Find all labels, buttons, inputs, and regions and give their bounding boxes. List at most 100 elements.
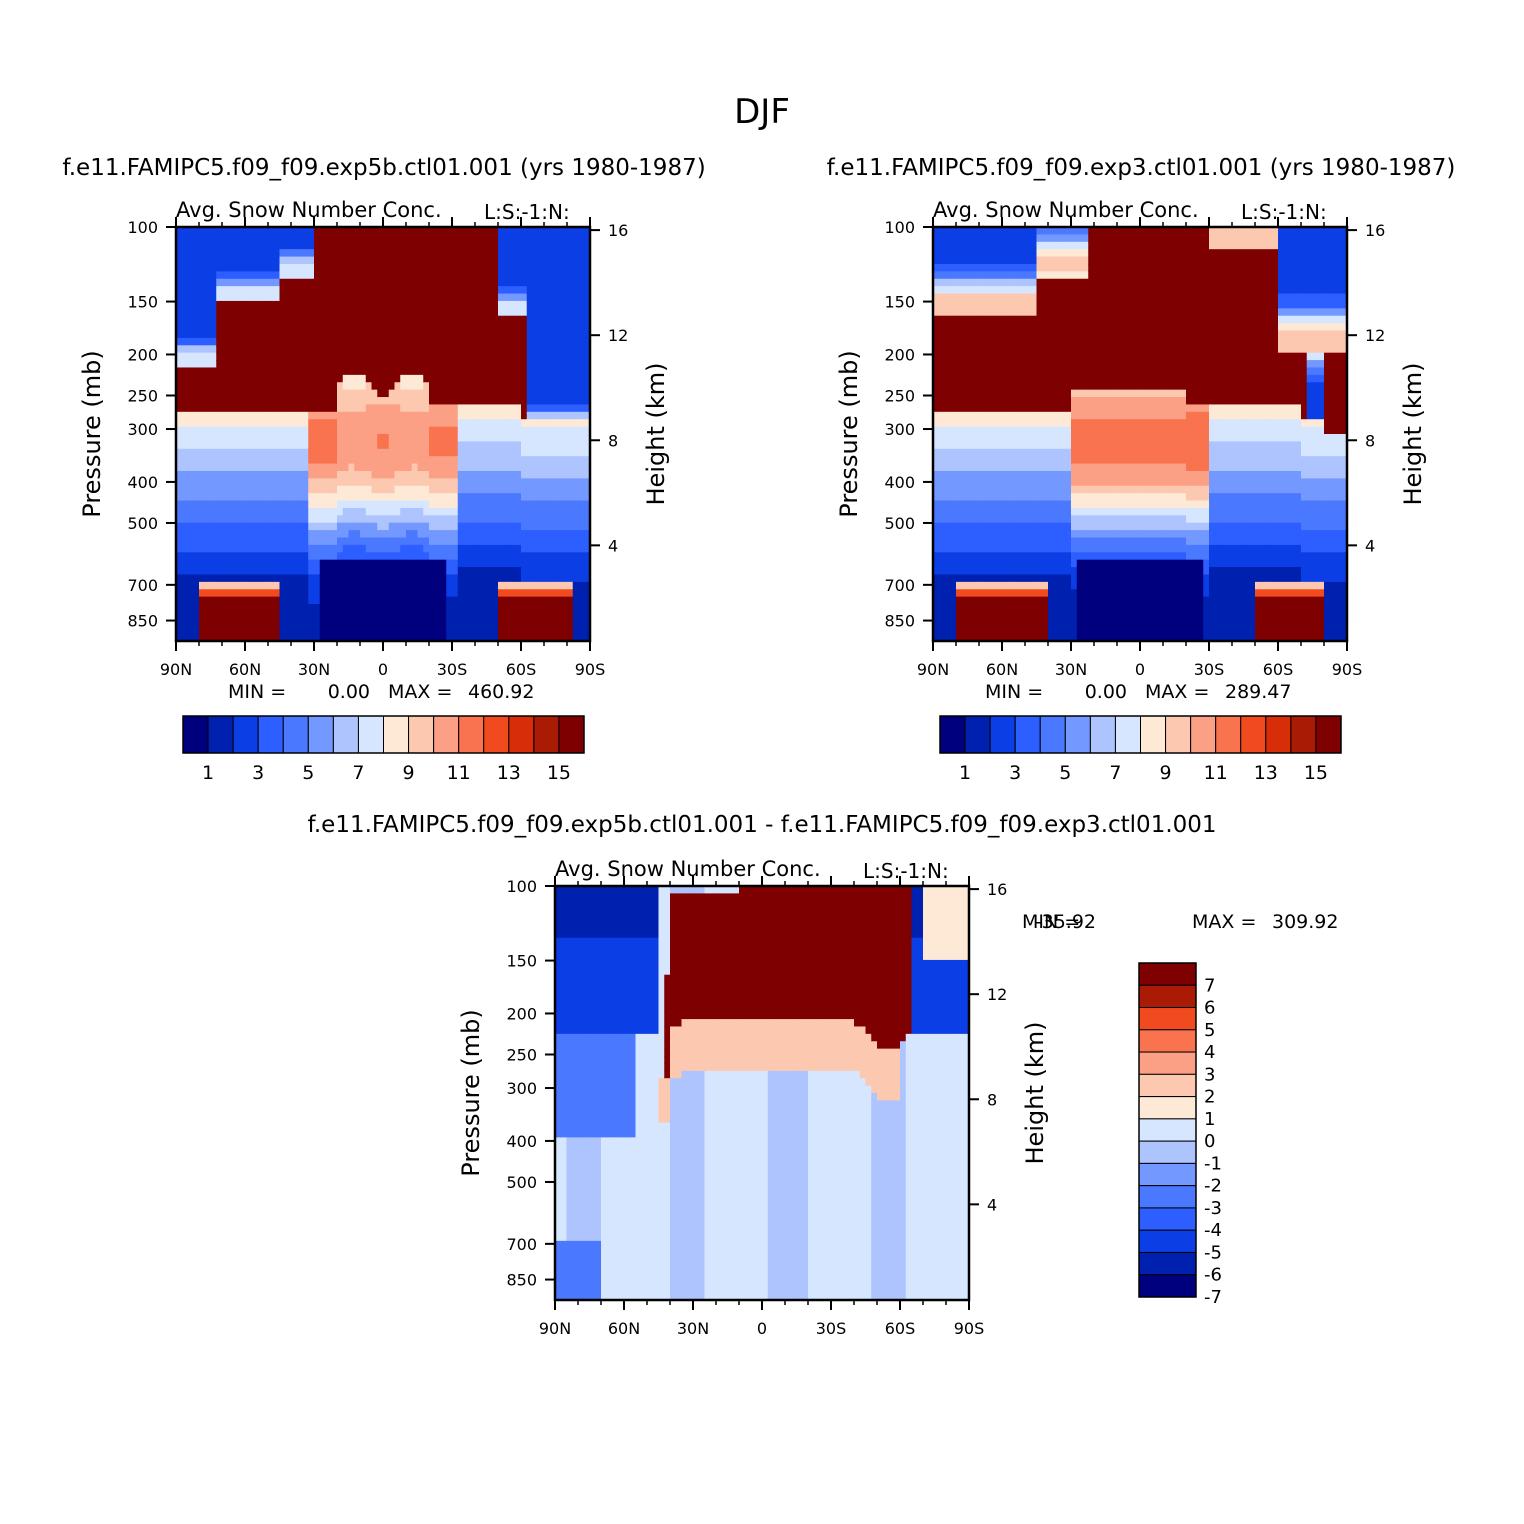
field-cell bbox=[457, 515, 465, 524]
field-cell bbox=[354, 463, 361, 472]
field-cell bbox=[250, 345, 258, 354]
field-cell bbox=[463, 618, 470, 627]
field-cell bbox=[365, 530, 373, 539]
field-cell bbox=[233, 367, 240, 376]
field-cell bbox=[319, 323, 327, 332]
field-cell bbox=[1013, 478, 1020, 487]
field-cell bbox=[273, 263, 281, 272]
field-cell bbox=[544, 263, 551, 272]
field-cell bbox=[193, 522, 200, 531]
field-cell bbox=[348, 470, 355, 479]
field-cell bbox=[979, 397, 986, 406]
field-cell bbox=[360, 404, 367, 413]
field-cell bbox=[187, 463, 194, 472]
field-cell bbox=[296, 263, 304, 272]
field-cell bbox=[204, 537, 212, 546]
field-cell bbox=[204, 559, 212, 568]
field-cell bbox=[973, 337, 980, 346]
field-cell bbox=[480, 589, 488, 598]
field-cell bbox=[961, 507, 969, 516]
field-cell bbox=[273, 411, 281, 420]
field-cell bbox=[933, 522, 940, 531]
field-cell bbox=[406, 330, 413, 339]
field-cell bbox=[567, 470, 574, 479]
field-cell bbox=[394, 604, 401, 613]
field-cell bbox=[538, 581, 545, 590]
field-cell bbox=[979, 596, 986, 605]
field-cell bbox=[933, 500, 940, 509]
field-cell bbox=[452, 507, 459, 516]
field-cell bbox=[452, 263, 459, 272]
field-cell bbox=[452, 574, 459, 583]
field-cell bbox=[245, 567, 252, 576]
field-cell bbox=[509, 522, 516, 531]
field-cell bbox=[245, 286, 252, 295]
field-cell bbox=[187, 397, 194, 406]
field-cell bbox=[480, 352, 488, 361]
field-cell bbox=[296, 352, 304, 361]
field-cell bbox=[429, 633, 436, 642]
field-cell bbox=[457, 308, 465, 317]
field-cell bbox=[193, 485, 200, 494]
field-cell bbox=[469, 522, 476, 531]
field-cell bbox=[388, 515, 396, 524]
field-cell bbox=[279, 611, 286, 620]
field-cell bbox=[526, 618, 534, 627]
field-cell bbox=[509, 389, 516, 398]
field-cell bbox=[250, 485, 258, 494]
field-cell bbox=[279, 581, 286, 590]
field-cell bbox=[549, 256, 557, 265]
field-cell bbox=[549, 611, 557, 620]
field-cell bbox=[509, 434, 516, 442]
field-cell bbox=[262, 596, 269, 605]
field-cell bbox=[394, 552, 401, 561]
field-cell bbox=[429, 300, 436, 309]
field-cell bbox=[950, 493, 957, 502]
field-cell bbox=[555, 330, 562, 339]
field-cell bbox=[337, 478, 344, 487]
field-cell bbox=[572, 470, 580, 479]
field-cell bbox=[394, 360, 401, 369]
field-cell bbox=[227, 397, 235, 406]
field-cell bbox=[296, 330, 304, 339]
field-cell bbox=[210, 352, 217, 361]
field-cell bbox=[268, 286, 275, 295]
field-cell bbox=[360, 315, 367, 324]
field-cell bbox=[227, 485, 235, 494]
field-cell bbox=[400, 234, 407, 243]
field-cell bbox=[469, 434, 476, 442]
field-cell bbox=[967, 589, 974, 598]
field-cell bbox=[325, 574, 332, 583]
field-cell bbox=[337, 256, 344, 265]
field-cell bbox=[961, 382, 969, 391]
field-cell bbox=[308, 596, 315, 605]
field-cell bbox=[227, 567, 235, 576]
field-cell bbox=[984, 633, 992, 642]
field-cell bbox=[429, 507, 436, 516]
field-cell bbox=[567, 618, 574, 627]
field-cell bbox=[584, 360, 591, 369]
field-cell bbox=[567, 241, 574, 250]
field-cell bbox=[360, 300, 367, 309]
field-cell bbox=[371, 618, 378, 627]
field-cell bbox=[354, 470, 361, 479]
field-cell bbox=[463, 448, 470, 457]
field-cell bbox=[308, 227, 315, 235]
field-cell bbox=[314, 589, 321, 598]
field-cell bbox=[584, 559, 591, 568]
field-cell bbox=[365, 500, 373, 509]
field-cell bbox=[273, 337, 281, 346]
field-cell bbox=[233, 382, 240, 391]
field-cell bbox=[544, 234, 551, 243]
field-cell bbox=[331, 441, 338, 450]
field-cell bbox=[227, 374, 235, 383]
field-cell bbox=[429, 411, 436, 420]
field-cell bbox=[199, 241, 206, 250]
field-cell bbox=[452, 300, 459, 309]
field-cell bbox=[1019, 337, 1026, 346]
field-cell bbox=[314, 500, 321, 509]
field-cell bbox=[526, 330, 534, 339]
field-cell bbox=[1019, 360, 1026, 369]
field-cell bbox=[457, 286, 465, 295]
field-cell bbox=[555, 544, 562, 553]
